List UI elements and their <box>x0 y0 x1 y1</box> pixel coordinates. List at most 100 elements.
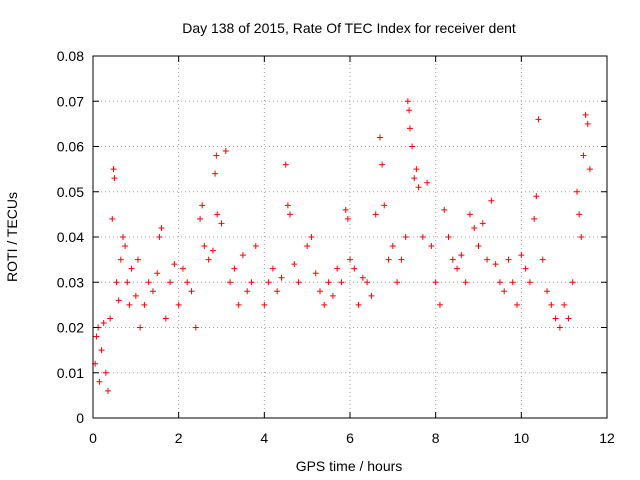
data-point <box>218 220 225 227</box>
y-axis-label: ROTI / TECUs <box>4 192 20 282</box>
data-point <box>295 279 302 286</box>
data-point <box>132 292 139 299</box>
data-point <box>261 301 268 308</box>
data-point <box>287 211 294 218</box>
data-point <box>154 270 161 277</box>
data-point <box>265 279 272 286</box>
data-point <box>544 288 551 295</box>
y-tick-label: 0.08 <box>57 48 84 64</box>
data-point <box>110 166 117 173</box>
data-point <box>454 265 461 272</box>
data-point <box>96 378 103 385</box>
data-point <box>402 234 409 240</box>
data-point <box>162 315 169 322</box>
data-point <box>394 279 401 286</box>
data-point <box>342 206 349 213</box>
x-tick-label: 2 <box>175 430 183 446</box>
data-point <box>415 184 422 191</box>
data-point <box>104 387 111 394</box>
data-point <box>179 265 186 272</box>
data-point <box>317 288 324 295</box>
data-point <box>184 279 191 286</box>
data-point <box>278 274 285 281</box>
data-point <box>239 252 246 259</box>
data-point <box>492 261 499 268</box>
data-point <box>201 243 208 250</box>
y-tick-label: 0.02 <box>57 320 84 336</box>
x-axis: 0 2 4 6 8 10 12 <box>89 56 615 446</box>
data-point <box>113 279 120 286</box>
data-point <box>535 116 542 123</box>
data-point <box>308 234 315 240</box>
y-tick-label: 0.01 <box>57 365 84 381</box>
x-tick-label: 4 <box>260 430 268 446</box>
x-tick-label: 12 <box>599 430 615 446</box>
data-point <box>411 175 418 182</box>
data-point <box>488 197 495 204</box>
data-point <box>284 202 291 209</box>
data-point <box>398 256 405 263</box>
data-point <box>586 166 593 173</box>
data-point <box>522 265 529 272</box>
data-point <box>325 279 332 286</box>
x-axis-label: GPS time / hours <box>296 458 403 474</box>
x-tick-label: 6 <box>346 430 354 446</box>
data-point <box>192 324 199 331</box>
data-point <box>244 288 251 295</box>
data-point <box>556 324 563 331</box>
data-point <box>509 279 516 286</box>
y-tick-label: 0.05 <box>57 184 84 200</box>
data-point <box>119 234 126 240</box>
grid-lines <box>93 56 607 418</box>
data-point <box>404 98 411 105</box>
data-point <box>526 279 533 286</box>
data-point <box>248 279 255 286</box>
data-point <box>466 211 473 218</box>
data-point <box>436 301 443 308</box>
data-point <box>406 107 413 114</box>
data-point <box>109 215 116 222</box>
data-point <box>351 265 358 272</box>
data-point <box>329 292 336 299</box>
data-point <box>582 111 589 118</box>
data-point <box>338 279 345 286</box>
data-point <box>117 256 124 263</box>
data-point <box>445 234 452 240</box>
data-point <box>580 152 587 159</box>
data-point <box>334 265 341 272</box>
data-point <box>406 125 413 132</box>
data-point <box>368 292 375 299</box>
data-point <box>145 279 152 286</box>
data-point <box>252 243 259 250</box>
data-point <box>565 315 572 322</box>
data-point <box>372 211 379 218</box>
data-point <box>548 301 555 308</box>
data-point <box>539 256 546 263</box>
data-point <box>141 301 148 308</box>
y-tick-label: 0.04 <box>57 229 84 245</box>
y-tick-label: 0 <box>76 410 84 426</box>
data-point <box>479 220 486 227</box>
x-tick-label: 10 <box>514 430 530 446</box>
data-point <box>171 261 178 268</box>
data-point <box>102 369 109 376</box>
data-point <box>552 315 559 322</box>
data-point <box>471 224 478 231</box>
data-point <box>282 161 289 168</box>
data-point <box>205 256 212 263</box>
data-point <box>227 279 234 286</box>
data-point <box>385 256 392 263</box>
data-point <box>128 265 135 272</box>
data-point <box>428 243 435 250</box>
x-tick-label: 8 <box>432 430 440 446</box>
data-point <box>569 279 576 286</box>
data-point <box>197 215 204 222</box>
data-point <box>98 347 105 354</box>
data-point <box>312 270 319 277</box>
data-point <box>213 152 220 159</box>
y-tick-label: 0.07 <box>57 93 84 109</box>
y-tick-label: 0.03 <box>57 274 84 290</box>
data-point <box>149 288 156 295</box>
y-axis: 0 0.01 0.02 0.03 0.04 0.05 0.06 0.07 0.08 <box>57 48 607 426</box>
data-point <box>578 234 585 240</box>
